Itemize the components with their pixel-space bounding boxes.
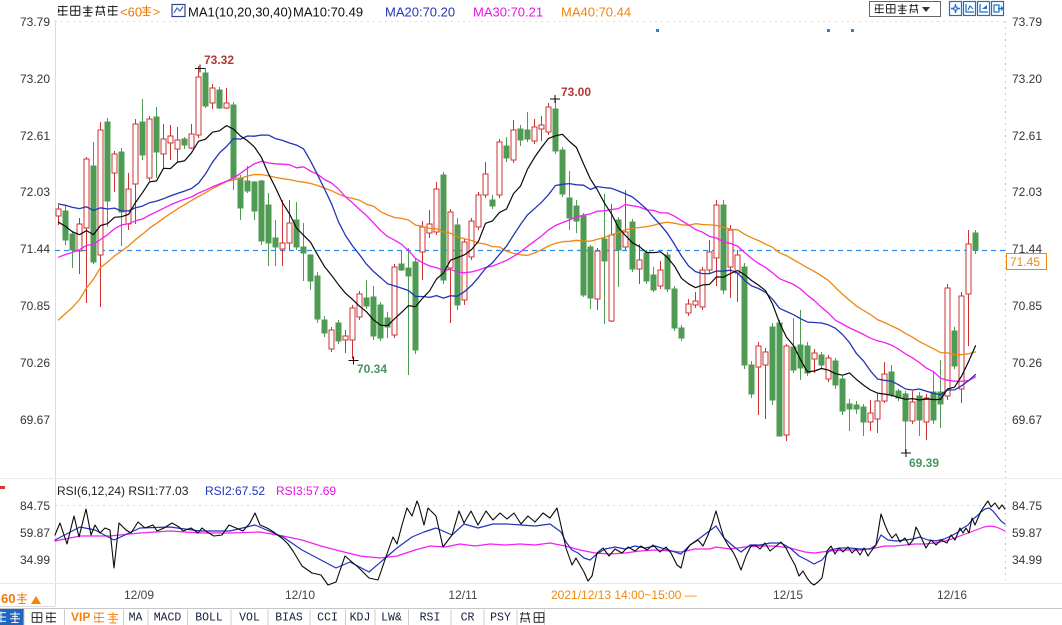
svg-text:KDJ: KDJ [350, 612, 371, 625]
svg-text:12/11: 12/11 [448, 588, 477, 602]
svg-text:LW&: LW& [381, 612, 402, 625]
svg-text:VOL: VOL [239, 612, 260, 625]
svg-text:70.26: 70.26 [20, 356, 50, 370]
svg-text:12/09: 12/09 [124, 588, 154, 602]
svg-text:2021/12/13 14:00~15:00 —: 2021/12/13 14:00~15:00 — [551, 588, 697, 602]
svg-text:73.20: 73.20 [20, 72, 50, 86]
svg-text:60: 60 [1, 591, 15, 606]
svg-text:34.99: 34.99 [20, 553, 50, 567]
svg-text:69.67: 69.67 [1012, 413, 1042, 427]
svg-text:RSI: RSI [420, 612, 441, 625]
svg-text:69.67: 69.67 [20, 413, 50, 427]
svg-text:CCI: CCI [317, 612, 338, 625]
svg-text:69.39: 69.39 [909, 456, 939, 470]
svg-text:12/10: 12/10 [285, 588, 315, 602]
svg-text:72.61: 72.61 [1012, 129, 1042, 143]
svg-text:MA: MA [129, 612, 143, 625]
svg-text:MA10:70.49: MA10:70.49 [293, 5, 363, 20]
svg-text:MA30:70.21: MA30:70.21 [473, 5, 543, 20]
svg-text:59.87: 59.87 [20, 526, 50, 540]
svg-text:70.85: 70.85 [1012, 299, 1042, 313]
svg-text:MACD: MACD [154, 612, 182, 625]
svg-text:73.20: 73.20 [1012, 72, 1042, 86]
svg-text:84.75: 84.75 [20, 499, 50, 513]
svg-text:71.45: 71.45 [1010, 255, 1040, 269]
svg-text:70.85: 70.85 [20, 299, 50, 313]
svg-text:71.44: 71.44 [20, 242, 50, 256]
svg-text:70.26: 70.26 [1012, 356, 1042, 370]
svg-text:MA40:70.44: MA40:70.44 [561, 5, 631, 20]
svg-text:72.03: 72.03 [1012, 185, 1042, 199]
svg-text:73.32: 73.32 [204, 53, 234, 67]
svg-text:>: > [153, 5, 160, 19]
svg-text:VIP: VIP [71, 610, 90, 624]
svg-text:PSY: PSY [490, 612, 511, 625]
svg-text:73.00: 73.00 [561, 85, 591, 99]
svg-text:71.44: 71.44 [1012, 242, 1042, 256]
svg-text:70.34: 70.34 [357, 362, 387, 376]
svg-text:72.61: 72.61 [20, 129, 50, 143]
svg-text:CR: CR [461, 612, 475, 625]
svg-text:MA1(10,20,30,40): MA1(10,20,30,40) [188, 5, 292, 20]
svg-text:34.99: 34.99 [1012, 553, 1042, 567]
svg-text:73.79: 73.79 [1012, 15, 1042, 29]
svg-text:59.87: 59.87 [1012, 526, 1042, 540]
svg-text:MA20:70.20: MA20:70.20 [385, 5, 455, 20]
svg-text:73.79: 73.79 [20, 15, 50, 29]
svg-text:12/16: 12/16 [937, 588, 967, 602]
svg-text:BOLL: BOLL [195, 612, 223, 625]
svg-text:BIAS: BIAS [275, 612, 303, 625]
svg-text:<60: <60 [120, 5, 142, 20]
svg-text:12/15: 12/15 [773, 588, 803, 602]
svg-text:84.75: 84.75 [1012, 499, 1042, 513]
svg-text:72.03: 72.03 [20, 185, 50, 199]
svg-text:RSI3:57.69: RSI3:57.69 [276, 484, 336, 498]
svg-text:RSI2:67.52: RSI2:67.52 [205, 484, 265, 498]
svg-text:RSI(6,12,24) RSI1:77.03: RSI(6,12,24) RSI1:77.03 [57, 484, 189, 498]
